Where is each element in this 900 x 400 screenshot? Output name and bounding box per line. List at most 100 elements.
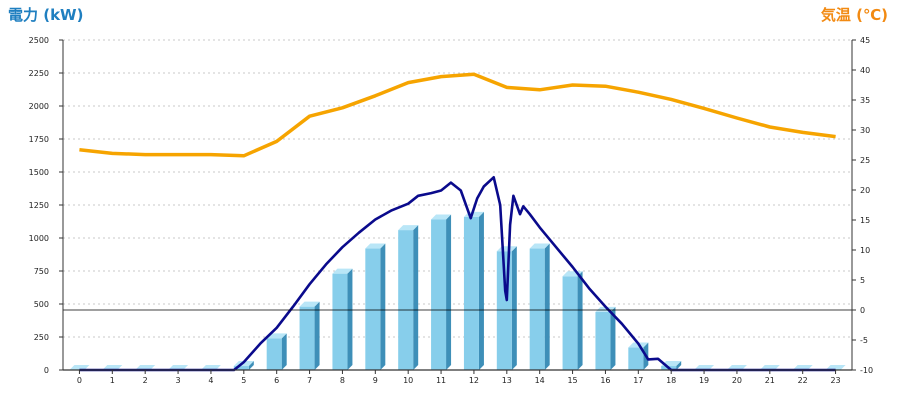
x-tick-label: 14 [535,376,545,385]
bar-side [248,361,254,370]
x-tick-label: 12 [469,376,479,385]
y-left-tick-label: 0 [44,366,49,375]
power-bar [266,333,287,370]
y-right-tick-label: 45 [860,36,870,45]
y-left-tick-label: 500 [34,300,49,309]
bar-side [347,268,353,370]
x-tick-label: 2 [143,376,148,385]
x-tick-label: 20 [732,376,742,385]
x-tick-label: 9 [373,376,378,385]
y-right-tick-label: 30 [860,126,870,135]
y-right-tick-label: 40 [860,66,870,75]
x-tick-label: 8 [340,376,345,385]
y-right-tick-label: 35 [860,96,870,105]
bar-front [562,276,578,370]
bar-front [266,338,282,370]
x-tick-label: 4 [208,376,213,385]
bar-front [365,248,381,370]
y-right-tick-label: 5 [860,276,865,285]
power-bar [365,243,386,370]
power-bars [69,211,846,370]
y-left-tick-label: 750 [34,267,49,276]
axes [59,39,856,374]
bar-side [446,214,452,370]
bar-side [281,333,287,370]
x-tick-label: 11 [436,376,446,385]
x-tick-label: 15 [567,376,577,385]
bar-top [299,301,320,307]
y-left-tick-label: 1250 [29,201,49,210]
bar-front [628,347,644,370]
y-right-tick-label: 10 [860,246,870,255]
x-tick-label: 0 [77,376,82,385]
bar-front [595,311,611,370]
power-bar [595,306,616,370]
bar-side [314,301,320,370]
bar-front [299,306,315,370]
bar-side [511,246,517,370]
bar-top [431,214,452,220]
x-tick-label: 10 [403,376,413,385]
power-bar [463,211,484,370]
x-tick-label: 13 [502,376,512,385]
x-tick-label: 21 [765,376,775,385]
bar-top [266,333,287,339]
bar-front [332,273,348,370]
temperature-line [79,72,836,158]
bar-top [398,225,419,231]
bar-side [610,306,616,370]
bar-front [463,216,479,370]
bar-side [478,211,484,370]
bar-front [233,366,249,370]
power-bar [398,225,419,370]
power-bar [562,271,583,370]
y-right-tick-label: -5 [860,336,868,345]
bar-top [332,268,353,274]
y-axis-left-title: 電力 (kW) [8,6,84,24]
bar-front [398,230,414,370]
y-left-tick-label: 250 [34,333,49,342]
y-left-tick-label: 2500 [29,36,49,45]
x-tick-label: 23 [830,376,840,385]
y-left-tick-label: 1750 [29,135,49,144]
x-tick-label: 22 [798,376,808,385]
power-bar [431,214,452,370]
x-tick-label: 16 [600,376,610,385]
y-axis-right-title: 気温 (℃) [820,6,888,24]
series-lines [79,72,836,372]
y-left-tick-label: 1000 [29,234,49,243]
y-right-tick-label: -10 [860,366,873,375]
y-left-tick-label: 2250 [29,69,49,78]
power-line [79,176,836,372]
x-tick-label: 1 [110,376,115,385]
power-bar [496,246,517,370]
x-tick-label: 3 [176,376,181,385]
bar-side [544,243,550,370]
bar-side [413,225,419,370]
x-tick-label: 17 [633,376,643,385]
power-bar [299,301,320,370]
tick-labels: 02505007501000125015001750200022502500-1… [29,36,873,385]
power-bar [332,268,353,370]
bar-front [529,248,545,370]
bar-front [431,219,447,370]
bar-side [380,243,386,370]
y-left-tick-label: 1500 [29,168,49,177]
y-left-tick-label: 2000 [29,102,49,111]
x-tick-label: 5 [241,376,246,385]
x-tick-label: 7 [307,376,312,385]
power-bar [529,243,550,370]
x-tick-label: 18 [666,376,676,385]
bar-top [529,243,550,249]
bar-side [676,361,682,370]
y-right-tick-label: 15 [860,216,870,225]
y-right-tick-label: 25 [860,156,870,165]
x-tick-label: 19 [699,376,709,385]
bar-top [365,243,386,249]
x-tick-label: 6 [274,376,279,385]
bar-side [577,271,583,370]
grid-lines [63,39,852,338]
y-right-tick-label: 20 [860,186,870,195]
y-right-tick-label: 0 [860,306,865,315]
